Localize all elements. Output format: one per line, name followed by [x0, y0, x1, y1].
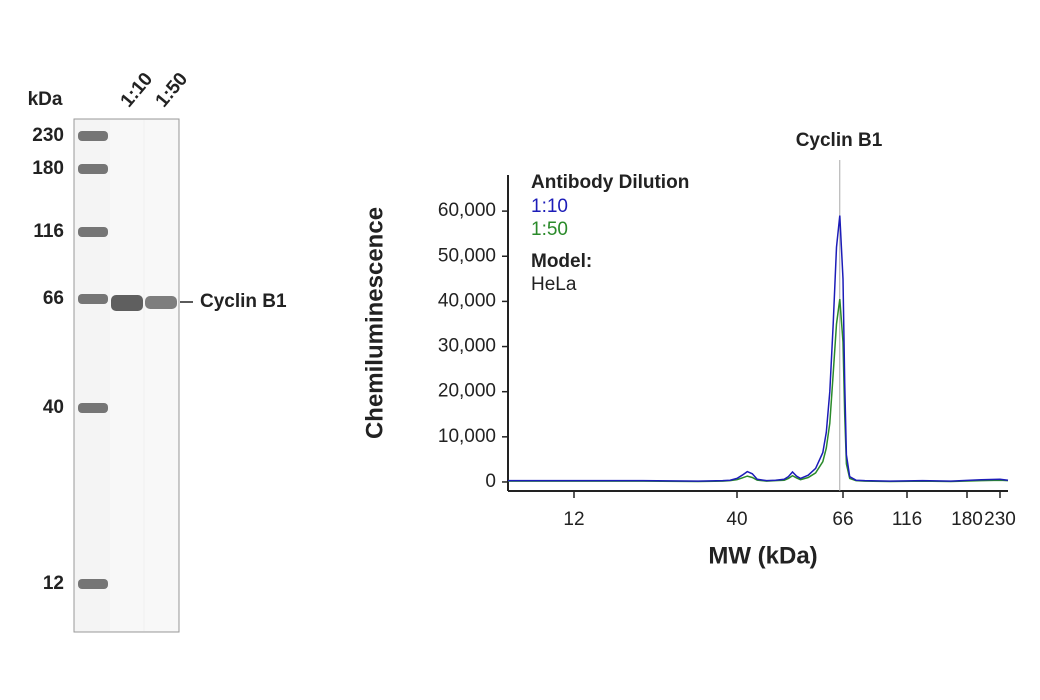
ladder-band: [78, 579, 108, 589]
ladder-band: [78, 227, 108, 237]
y-tick-label: 20,000: [438, 381, 496, 402]
y-tick-label: 30,000: [438, 336, 496, 357]
ladder-band: [78, 403, 108, 413]
marker-label: 40: [43, 397, 64, 418]
ladder-band: [78, 294, 108, 304]
legend-entry: 1:10: [531, 196, 568, 217]
y-tick-label: 50,000: [438, 245, 496, 266]
x-tick-label: 230: [984, 509, 1016, 530]
band-label: Cyclin B1: [200, 291, 287, 312]
x-tick-label: 12: [563, 509, 584, 530]
series-line: [508, 299, 1009, 483]
band: [145, 296, 177, 309]
band: [111, 295, 143, 311]
y-tick-label: 0: [485, 471, 496, 492]
lane-label: 1:50: [152, 69, 193, 112]
y-tick-label: 40,000: [438, 290, 496, 311]
x-tick-label: 66: [832, 509, 853, 530]
gel-lane: [145, 120, 178, 631]
ladder-band: [78, 131, 108, 141]
legend-title: Antibody Dilution: [531, 172, 689, 193]
legend-entry: 1:50: [531, 219, 568, 240]
marker-label: 116: [33, 221, 64, 242]
series-line: [508, 215, 1009, 482]
lane-label: 1:10: [117, 69, 158, 112]
annotation: Cyclin B1: [796, 130, 883, 151]
marker-label: 66: [43, 288, 64, 309]
marker-label: 12: [43, 573, 64, 594]
marker-label: 180: [32, 158, 64, 179]
ladder-band: [78, 164, 108, 174]
marker-label: 230: [32, 125, 64, 146]
x-tick-label: 40: [726, 509, 747, 530]
y-axis-label: Chemiluminescence: [361, 207, 388, 439]
x-tick-label: 116: [892, 509, 922, 530]
gel-lane: [110, 120, 143, 631]
unit-label: kDa: [28, 89, 63, 110]
y-tick-label: 60,000: [438, 200, 496, 221]
x-axis-label: MW (kDa): [708, 542, 817, 569]
y-tick-label: 10,000: [438, 426, 496, 447]
model-label: Model:: [531, 251, 592, 272]
x-tick-label: 180: [951, 509, 983, 530]
model: HeLa: [531, 274, 577, 295]
